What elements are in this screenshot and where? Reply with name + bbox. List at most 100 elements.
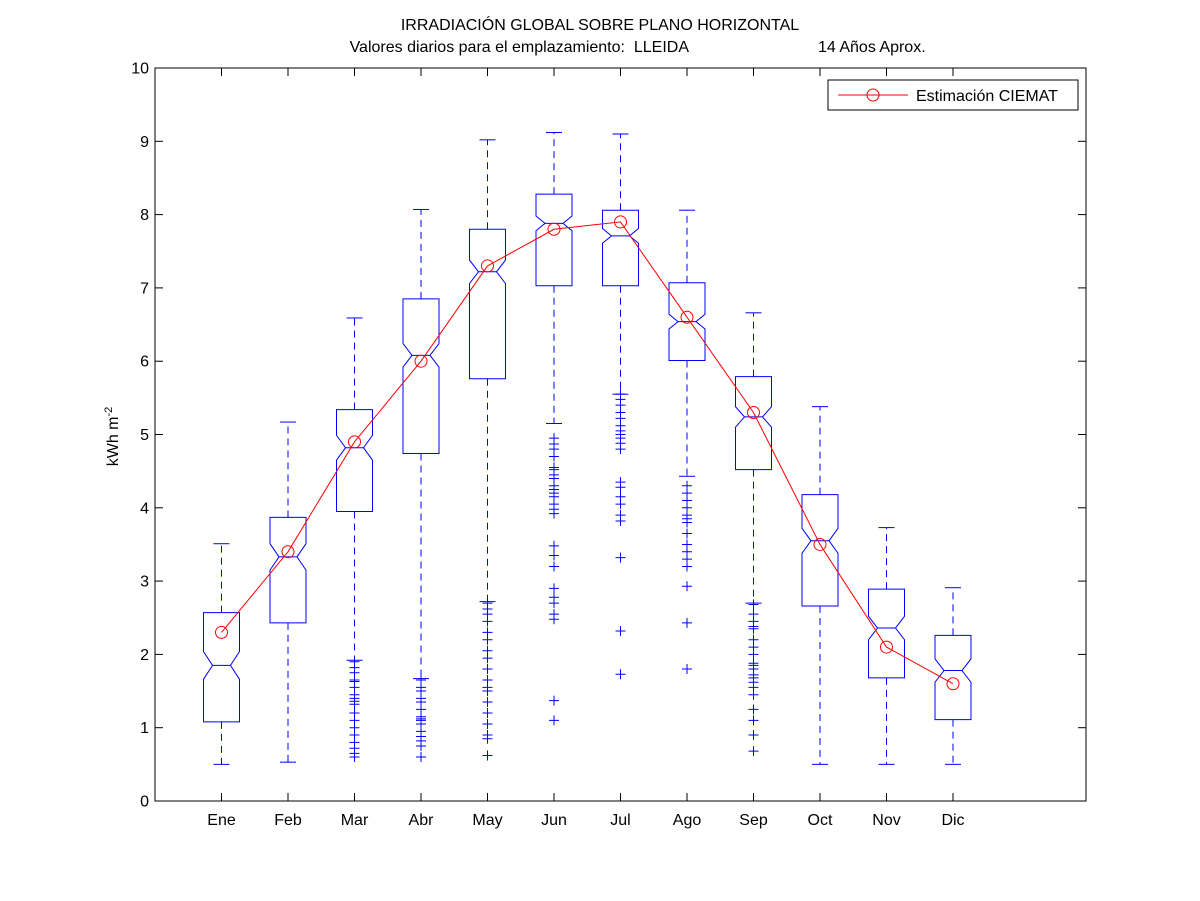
outlier-point: [615, 515, 626, 526]
series-point: [680, 310, 694, 324]
series-point: [880, 640, 893, 654]
outlier-point: [615, 552, 626, 563]
x-tick-label: Sep: [739, 812, 768, 829]
box: [336, 409, 373, 512]
outlier-point: [682, 617, 692, 628]
series-point: [946, 677, 960, 691]
outlier-point: [482, 697, 493, 708]
series-point: [813, 537, 827, 551]
x-tick-label: Jun: [541, 812, 567, 829]
outlier-point: [416, 741, 426, 752]
outlier-point: [549, 583, 559, 594]
legend-label: Estimación CIEMAT: [916, 88, 1058, 105]
box: [735, 376, 772, 471]
outlier-point: [549, 561, 559, 572]
y-tick-label: 2: [140, 647, 149, 664]
outlier-point: [549, 695, 559, 706]
outlier-point: [482, 733, 493, 744]
outlier-point: [482, 616, 493, 627]
outlier-point: [748, 746, 759, 757]
outlier-point: [682, 581, 692, 592]
box: [801, 494, 839, 607]
outlier-point: [748, 623, 759, 634]
outlier-point: [748, 730, 759, 741]
x-tick-label: Ago: [673, 812, 702, 829]
outlier-point: [482, 653, 493, 664]
outlier-point: [682, 664, 692, 675]
outlier-point: [549, 614, 559, 625]
box: [402, 298, 440, 455]
box: [469, 228, 506, 380]
outlier-point: [748, 689, 759, 700]
outlier-point: [482, 719, 493, 730]
y-axis-label-text: kWh m: [105, 417, 122, 467]
outlier-point: [615, 669, 626, 680]
y-tick-label: 10: [131, 61, 149, 78]
outlier-point: [349, 752, 360, 763]
outlier-point: [549, 508, 559, 519]
outlier-point: [748, 704, 759, 715]
outlier-point: [549, 550, 559, 561]
outlier-point: [549, 715, 559, 726]
outlier-point: [615, 444, 626, 455]
y-axis-label-superscript: -2: [103, 407, 115, 417]
x-tick-label: May: [472, 812, 502, 829]
x-tick-label: Jul: [610, 812, 630, 829]
outlier-point: [549, 540, 559, 551]
x-tick-label: Abr: [409, 812, 435, 829]
x-tick-label: Ene: [207, 812, 236, 829]
outlier-point: [682, 517, 692, 528]
y-tick-label: 8: [140, 207, 149, 224]
y-tick-label: 1: [140, 720, 149, 737]
outlier-point: [615, 482, 626, 493]
outlier-point: [549, 598, 559, 609]
y-tick-label: 6: [140, 354, 149, 371]
x-tick-label: Nov: [872, 812, 900, 829]
outlier-point: [748, 715, 759, 726]
outlier-point: [482, 664, 493, 675]
box: [668, 282, 706, 361]
y-tick-label: 7: [140, 280, 149, 297]
chart-title: IRRADIACIÓN GLOBAL SOBRE PLANO HORIZONTA…: [400, 17, 800, 34]
outlier-point: [482, 686, 493, 697]
outlier-point: [349, 699, 360, 710]
x-tick-label: Mar: [341, 812, 369, 829]
box: [203, 612, 240, 723]
box: [868, 588, 905, 679]
x-tick-label: Feb: [274, 812, 302, 829]
series-point: [547, 222, 561, 236]
box: [535, 193, 573, 287]
x-tick-label: Dic: [941, 812, 964, 829]
series-point: [281, 545, 295, 559]
outlier-point: [682, 561, 692, 572]
y-tick-label: 3: [140, 574, 149, 591]
chart-subtitle: Valores diarios para el emplazamiento: L…: [349, 39, 689, 56]
outlier-point: [748, 649, 759, 660]
y-axis-label: kWh m-2: [103, 407, 122, 467]
x-tick-label: Oct: [808, 812, 833, 829]
box: [934, 634, 972, 721]
outlier-point: [416, 752, 426, 763]
outlier-point: [482, 708, 493, 719]
series-point: [614, 215, 627, 229]
series-point: [481, 259, 494, 273]
series-point: [414, 354, 428, 368]
box: [269, 516, 307, 624]
series-line: [221, 221, 954, 685]
outlier-point: [482, 634, 493, 645]
outlier-point: [682, 528, 692, 539]
y-tick-label: 0: [140, 794, 149, 811]
box: [602, 209, 639, 287]
outlier-point: [748, 599, 759, 610]
legend-marker: [866, 88, 880, 102]
y-tick-label: 4: [140, 500, 149, 517]
outlier-point: [482, 750, 493, 761]
outlier-point: [615, 499, 626, 510]
series-point: [348, 435, 361, 449]
y-tick-label: 9: [140, 134, 149, 151]
series-point: [215, 625, 228, 639]
chart-subtitle-right: 14 Años Aprox.: [818, 39, 926, 56]
series-point: [747, 406, 760, 420]
